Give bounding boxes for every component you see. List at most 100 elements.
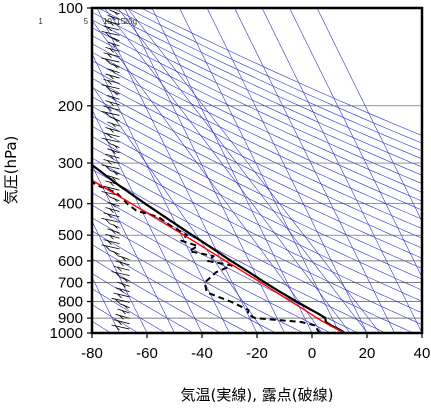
temperature-line <box>92 163 346 333</box>
wind-barb <box>107 175 120 180</box>
wind-barb-flag <box>107 106 112 112</box>
wind-barb <box>105 100 120 106</box>
isotherm-line <box>151 8 313 333</box>
wind-barb-flag <box>109 48 114 53</box>
dry-adiabat-lines <box>92 8 422 333</box>
wind-barb-flag <box>105 245 110 251</box>
mixing-ratio-line <box>117 8 368 333</box>
wind-barb-flag <box>107 133 112 139</box>
wind-barb-flag <box>113 224 118 229</box>
wind-barb-flag <box>111 96 116 101</box>
mixing-ratio-line <box>127 8 381 333</box>
y-tick-label: 1000 <box>50 325 83 342</box>
isotherm-line <box>92 220 148 333</box>
wind-barb <box>103 79 120 84</box>
wind-barb-flag <box>113 144 118 149</box>
wind-barb-flag <box>117 266 122 272</box>
wind-barb-flag <box>105 58 110 64</box>
dry-adiabat-line <box>92 136 422 302</box>
wind-barb-flag <box>109 128 114 133</box>
mixing-ratio-line <box>104 8 351 333</box>
y-tick-label: 700 <box>58 275 83 292</box>
mixing-ratio-label: 20g <box>124 17 137 26</box>
wind-barb <box>101 30 120 36</box>
wind-barb <box>101 217 120 223</box>
dry-adiabat-line <box>92 288 167 333</box>
wind-barb <box>101 137 120 143</box>
isotherm-line <box>92 108 203 333</box>
isotherm-line <box>261 8 422 333</box>
x-tick-label: -60 <box>136 345 158 362</box>
dry-adiabat-line <box>92 180 387 333</box>
y-tick-label: 600 <box>58 253 83 270</box>
wind-barb-flag <box>111 229 116 235</box>
wind-barb <box>107 148 120 154</box>
dry-adiabat-line <box>92 230 277 333</box>
wind-barb <box>105 153 120 159</box>
wind-barb-flag <box>107 26 112 32</box>
y-axis-title: 気圧(hPa) <box>2 136 20 205</box>
dry-adiabat-line <box>92 43 422 202</box>
dry-adiabat-line <box>92 51 422 211</box>
isotherm-line <box>92 276 120 333</box>
wind-barb-flag <box>119 288 124 293</box>
wind-barb-flag <box>113 10 118 16</box>
wind-barb <box>107 228 120 234</box>
wind-barb-flag <box>111 42 116 48</box>
wind-barb <box>111 324 130 330</box>
wind-barb <box>117 281 130 287</box>
wind-barb <box>115 287 130 293</box>
wind-barb-flag <box>111 176 116 181</box>
wind-barb <box>101 164 120 170</box>
dry-adiabat-line <box>92 105 422 269</box>
wind-barb-flag <box>107 240 112 245</box>
wind-barb-flag <box>109 208 114 213</box>
wind-barb-flag <box>111 149 116 155</box>
x-tick-label: 20 <box>359 345 376 362</box>
wind-barb <box>103 212 120 218</box>
isotherm-line <box>92 53 230 333</box>
mixing-ratio-lines <box>92 8 381 333</box>
wind-barb <box>105 127 120 132</box>
wind-barb-flag <box>107 80 112 85</box>
dry-adiabat-line <box>92 87 422 249</box>
mixing-ratio-line <box>92 19 323 333</box>
wind-barb-flag <box>113 37 118 42</box>
dry-adiabat-line <box>92 60 422 220</box>
wind-barb-flag <box>105 85 110 91</box>
mixing-ratio-label: 15 <box>116 17 125 26</box>
dry-adiabat-line <box>92 273 194 333</box>
mixing-ratio-line <box>92 85 266 333</box>
wind-barb <box>103 52 120 58</box>
wind-barb-flag <box>109 234 114 240</box>
wind-barb-flag <box>123 304 128 309</box>
wind-barb <box>101 111 120 116</box>
profile-series <box>92 163 346 333</box>
dry-adiabat-line <box>92 146 422 314</box>
wind-barb-flag <box>111 202 116 208</box>
wind-barb-flag <box>117 293 122 299</box>
wind-barb-flag <box>111 122 116 128</box>
wind-barb-flag <box>117 320 122 325</box>
wind-barb <box>111 271 130 277</box>
wind-barb-flag <box>109 21 114 26</box>
y-tick-label: 200 <box>58 98 83 115</box>
wind-barb <box>115 260 130 266</box>
wind-barb-flag <box>109 74 114 80</box>
wind-barb-flag <box>123 277 128 283</box>
wind-barb <box>101 84 120 90</box>
wind-barb-flag <box>115 272 120 277</box>
wind-barb <box>115 313 130 319</box>
wind-barb <box>105 233 120 239</box>
wind-barb-flag <box>115 325 120 331</box>
wind-barb-flag <box>111 16 116 21</box>
wind-barb <box>107 14 120 20</box>
wind-barb-flag <box>109 154 114 160</box>
wind-barb-flag <box>113 117 118 123</box>
dry-adiabat-line <box>92 168 415 333</box>
y-tick-label: 300 <box>58 155 83 172</box>
wind-barb-flag <box>121 283 126 288</box>
wind-barb <box>113 265 130 271</box>
